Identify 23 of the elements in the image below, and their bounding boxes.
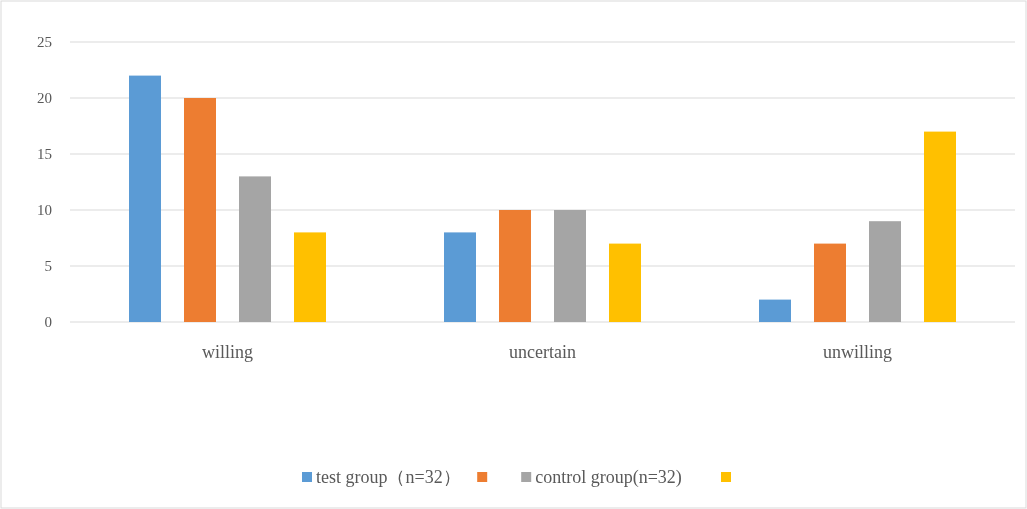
bar (869, 221, 901, 322)
bar (814, 243, 846, 322)
bar (294, 232, 326, 322)
y-tick-label: 20 (37, 90, 52, 106)
y-tick-label: 15 (37, 146, 52, 162)
legend-label: control group(n=32) (535, 467, 682, 488)
bar (239, 176, 271, 322)
bar (554, 210, 586, 322)
x-tick-label: unwilling (822, 342, 893, 362)
bar (129, 75, 161, 322)
bar (609, 243, 641, 322)
legend-label: test group（n=32） (316, 467, 461, 487)
y-tick-label: 0 (44, 314, 52, 330)
bar (184, 98, 216, 322)
bar (759, 299, 791, 322)
x-tick-label: willing (201, 342, 254, 362)
bar (924, 131, 956, 322)
bar (499, 210, 531, 322)
y-tick-label: 25 (37, 34, 52, 50)
x-tick-label: uncertain (509, 342, 576, 362)
y-tick-label: 10 (37, 202, 52, 218)
y-tick-label: 5 (44, 258, 52, 274)
bar (444, 232, 476, 322)
